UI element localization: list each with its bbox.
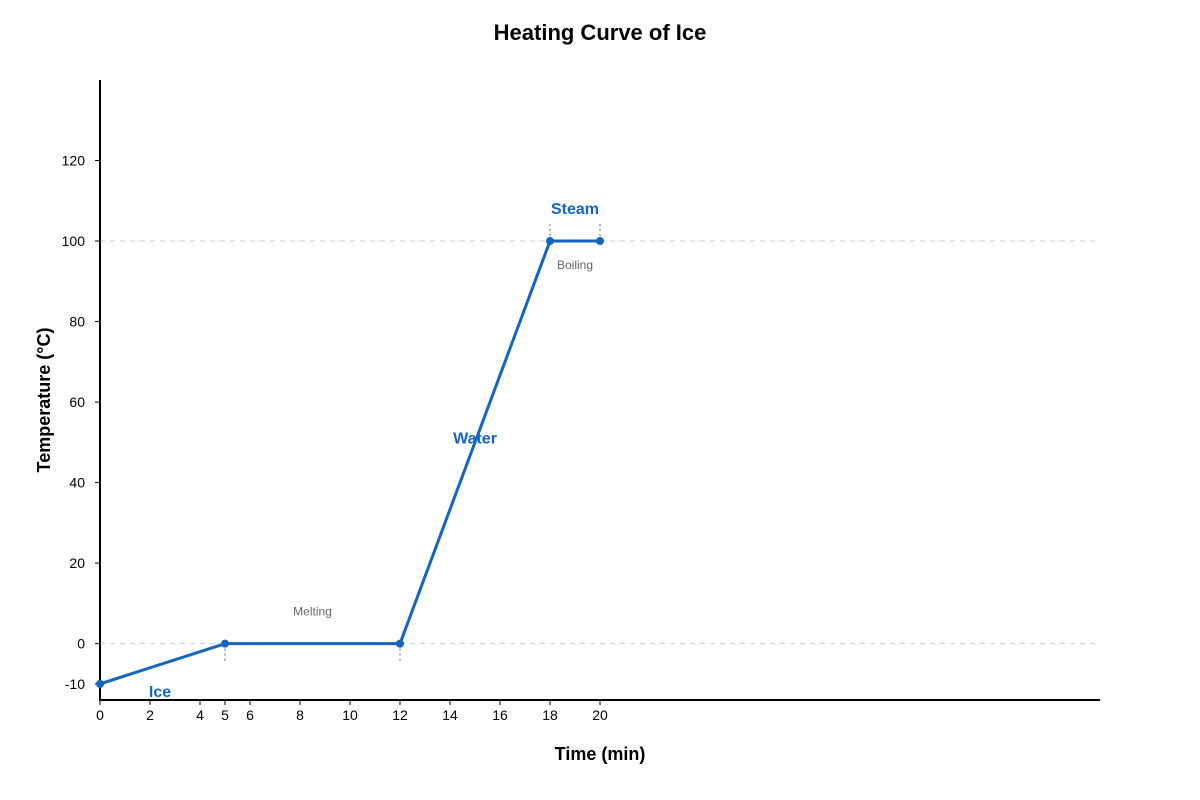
phase-label: Water bbox=[453, 430, 497, 447]
y-tick-label: 0 bbox=[77, 636, 85, 652]
series-line bbox=[99, 239, 600, 686]
y-axis-label: Temperature (°C) bbox=[34, 328, 54, 473]
x-tick-label: 14 bbox=[442, 707, 458, 723]
x-tick-label: 4 bbox=[196, 707, 204, 723]
data-point bbox=[96, 679, 104, 688]
transition-labels: Melting Boiling bbox=[293, 258, 593, 618]
x-tick-label: 12 bbox=[392, 707, 408, 723]
x-axis-ticks: 0 2 4 5 6 8 10 12 14 16 18 20 bbox=[96, 700, 608, 723]
transition-markers bbox=[224, 221, 601, 664]
phase-label: Ice bbox=[149, 684, 171, 701]
data-point bbox=[221, 639, 229, 648]
phase-labels: Ice Water Steam bbox=[149, 201, 599, 701]
x-axis-label: Time (min) bbox=[555, 744, 646, 764]
x-tick-label: 0 bbox=[96, 707, 104, 723]
y-tick-label: 120 bbox=[62, 153, 86, 169]
chart-title: Heating Curve of Ice bbox=[494, 20, 707, 45]
x-tick-label: 10 bbox=[342, 707, 358, 723]
y-axis-ticks: -10 0 20 40 60 80 100 120 bbox=[62, 153, 100, 692]
y-tick-label: 100 bbox=[62, 233, 86, 249]
y-tick-label: 20 bbox=[69, 555, 85, 571]
transition-label: Melting bbox=[293, 604, 332, 618]
x-tick-label: 18 bbox=[542, 707, 558, 723]
data-point bbox=[396, 639, 404, 648]
phase-label: Steam bbox=[551, 201, 599, 218]
series-group bbox=[96, 237, 604, 688]
y-tick-label: 80 bbox=[69, 314, 85, 330]
reference-lines bbox=[100, 240, 1095, 645]
x-tick-label: 5 bbox=[221, 707, 229, 723]
data-point bbox=[596, 237, 604, 246]
x-tick-label: 2 bbox=[146, 707, 154, 723]
data-point bbox=[546, 237, 554, 246]
x-tick-label: 8 bbox=[296, 707, 304, 723]
y-tick-label: 40 bbox=[69, 475, 85, 491]
transition-label: Boiling bbox=[557, 258, 593, 272]
y-tick-label: 60 bbox=[69, 394, 85, 410]
x-tick-label: 16 bbox=[492, 707, 508, 723]
x-tick-label: 20 bbox=[592, 707, 608, 723]
y-tick-label: -10 bbox=[65, 676, 85, 692]
x-tick-label: 6 bbox=[246, 707, 254, 723]
